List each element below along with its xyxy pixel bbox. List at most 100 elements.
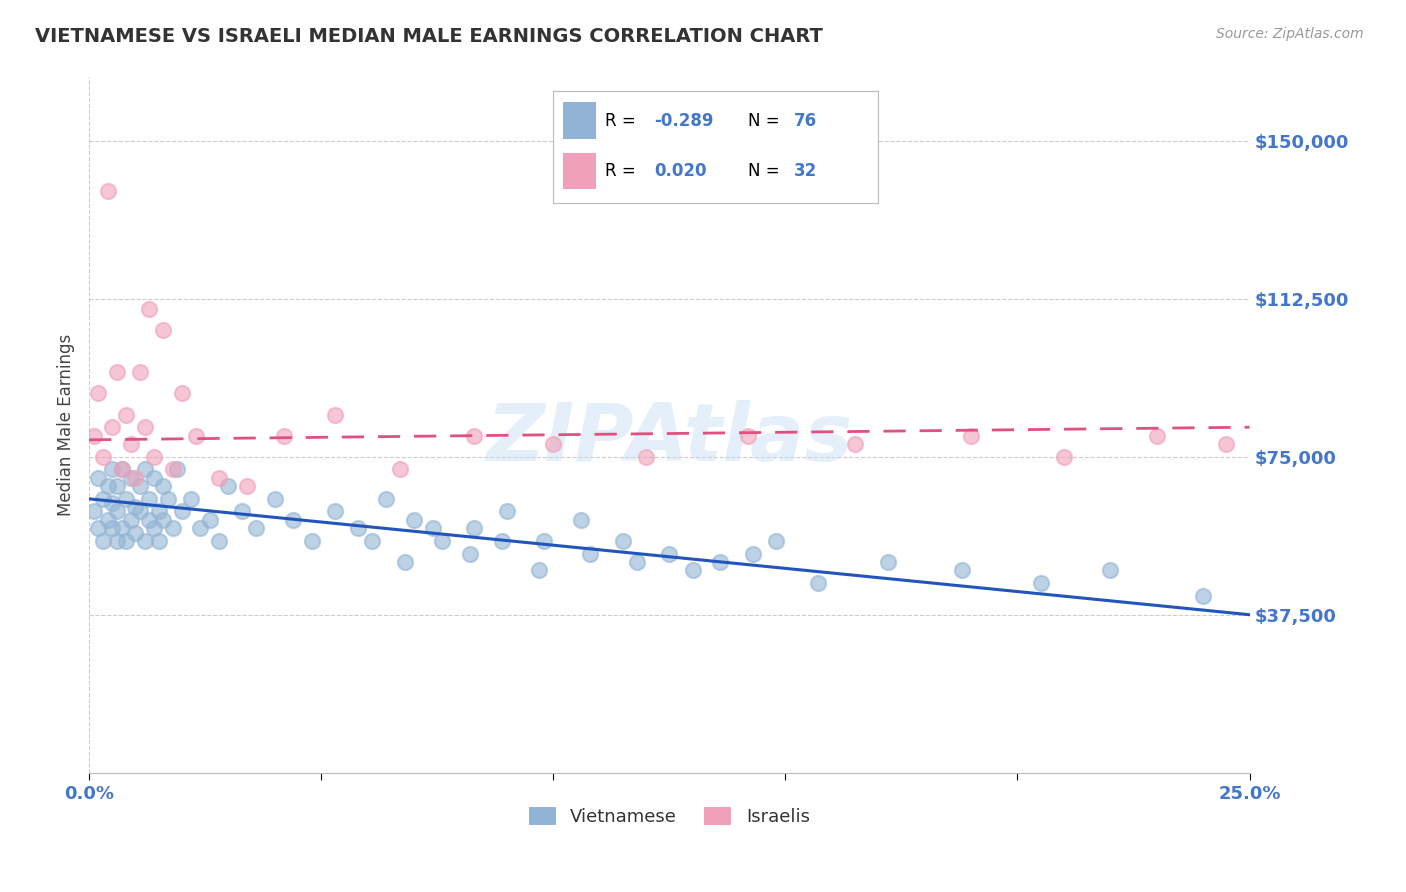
Point (430, 533, 453, 548)
Point (134, 533, 156, 548)
Point (283, 513, 305, 527)
Point (129, 504, 152, 518)
Point (190, 521, 212, 535)
Point (180, 491, 202, 506)
Point (1029, 576, 1052, 591)
Point (263, 491, 285, 506)
Point (91, 533, 114, 548)
Point (120, 471, 142, 485)
Point (166, 462, 188, 476)
Point (143, 521, 166, 535)
Point (347, 521, 370, 535)
Point (422, 521, 444, 535)
Point (273, 428, 295, 442)
Point (709, 555, 731, 569)
Point (491, 533, 513, 548)
Text: Source: ZipAtlas.com: Source: ZipAtlas.com (1216, 27, 1364, 41)
Point (129, 479, 152, 493)
Point (91, 491, 114, 506)
Point (844, 437, 866, 451)
Point (97, 513, 120, 527)
Point (389, 462, 412, 476)
Point (402, 513, 425, 527)
Point (110, 521, 132, 535)
Y-axis label: Median Male Earnings: Median Male Earnings (58, 334, 75, 516)
Point (626, 555, 648, 569)
Point (807, 576, 830, 591)
Point (463, 521, 485, 535)
Point (138, 491, 160, 506)
Point (301, 533, 323, 548)
Point (361, 533, 384, 548)
Legend: Vietnamese, Israelis: Vietnamese, Israelis (522, 799, 817, 833)
Point (217, 479, 239, 493)
Point (148, 504, 170, 518)
Point (101, 496, 124, 510)
Point (682, 564, 704, 578)
Point (152, 513, 174, 527)
Point (737, 428, 759, 442)
Point (658, 547, 681, 561)
Point (143, 471, 166, 485)
Point (1146, 428, 1168, 442)
Point (124, 500, 146, 515)
Point (124, 525, 146, 540)
Point (91, 450, 114, 464)
Point (765, 533, 787, 548)
Point (134, 462, 156, 476)
Point (458, 547, 481, 561)
Point (323, 408, 346, 422)
Point (960, 428, 983, 442)
Point (245, 521, 267, 535)
Point (120, 437, 142, 451)
Point (236, 479, 259, 493)
Point (83, 428, 105, 442)
Point (101, 521, 124, 535)
Point (231, 504, 253, 518)
Point (579, 547, 602, 561)
Point (97, 184, 120, 198)
Point (87, 386, 110, 401)
Point (741, 547, 763, 561)
Point (198, 513, 221, 527)
Point (83, 504, 105, 518)
Point (208, 533, 231, 548)
Point (495, 504, 517, 518)
Point (152, 479, 174, 493)
Point (529, 564, 551, 578)
Point (323, 504, 346, 518)
Point (138, 513, 160, 527)
Point (105, 479, 128, 493)
Point (87, 471, 110, 485)
Point (170, 386, 193, 401)
Point (950, 564, 973, 578)
Point (612, 533, 634, 548)
Point (156, 491, 179, 506)
Point (134, 420, 156, 434)
Text: VIETNAMESE VS ISRAELI MEDIAN MALE EARNINGS CORRELATION CHART: VIETNAMESE VS ISRAELI MEDIAN MALE EARNIN… (35, 27, 823, 45)
Point (162, 462, 184, 476)
Point (129, 366, 152, 380)
Point (124, 471, 146, 485)
Point (1192, 589, 1215, 603)
Point (120, 513, 142, 527)
Point (115, 491, 138, 506)
Point (97, 479, 120, 493)
Point (1053, 450, 1076, 464)
Point (87, 521, 110, 535)
Point (375, 491, 398, 506)
Point (876, 555, 898, 569)
Point (110, 462, 132, 476)
Point (101, 420, 124, 434)
Point (148, 533, 170, 548)
Point (533, 533, 555, 548)
Point (152, 323, 174, 337)
Point (184, 428, 207, 442)
Point (105, 533, 128, 548)
Point (463, 428, 485, 442)
Point (101, 462, 124, 476)
Point (543, 437, 565, 451)
Point (208, 471, 231, 485)
Point (138, 302, 160, 317)
Point (170, 504, 193, 518)
